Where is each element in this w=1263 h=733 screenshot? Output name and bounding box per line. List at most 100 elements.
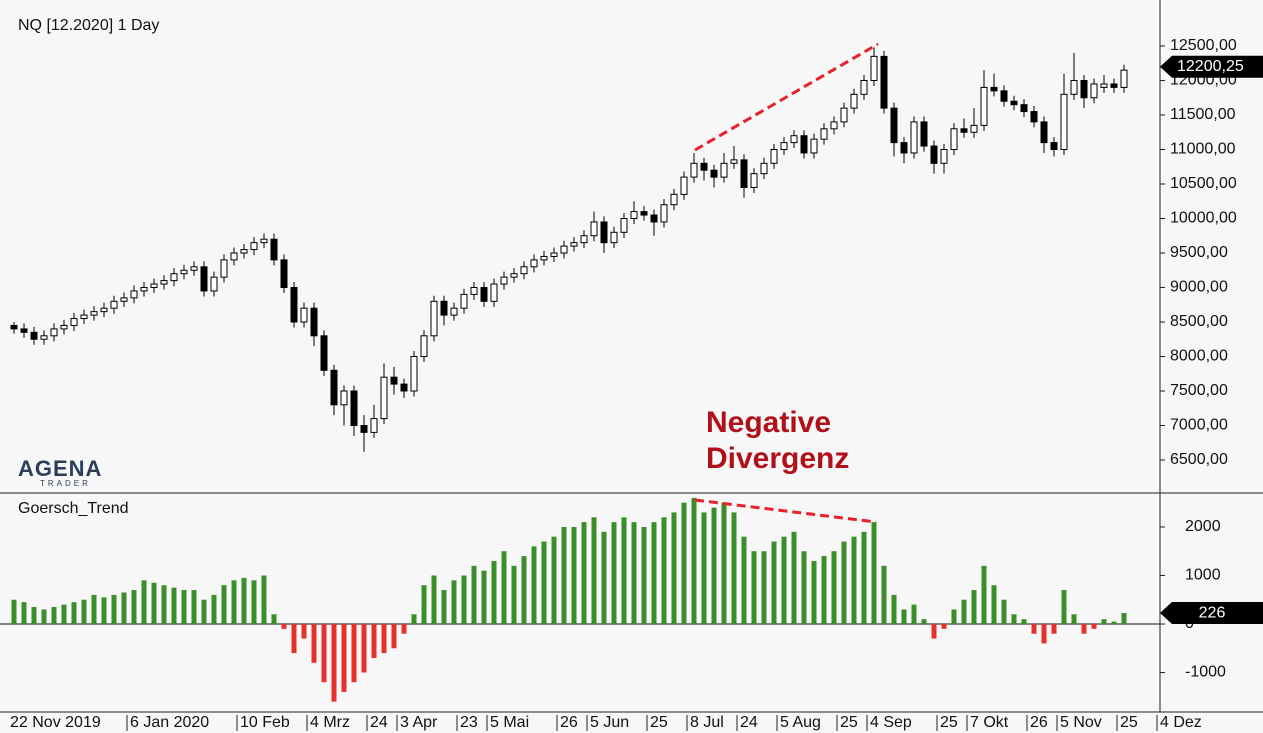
bar xyxy=(531,546,537,625)
candle-body xyxy=(130,290,138,299)
candle-body xyxy=(480,287,488,302)
bar xyxy=(1031,624,1037,634)
candle-body xyxy=(930,145,938,164)
bar xyxy=(591,517,597,625)
candle-body xyxy=(990,86,998,92)
bar xyxy=(361,624,367,673)
candle-body xyxy=(850,93,858,109)
x-tick-label: 5 Aug xyxy=(780,714,821,731)
candle-body xyxy=(430,300,438,337)
candle-body xyxy=(140,287,148,292)
candle-body xyxy=(110,300,118,309)
candle-body xyxy=(30,331,38,340)
candle-body xyxy=(1010,100,1018,106)
bar xyxy=(991,585,997,625)
bar xyxy=(1061,590,1067,625)
bar xyxy=(1081,624,1087,634)
bar xyxy=(601,531,607,625)
candle-body xyxy=(450,307,458,316)
candle-body xyxy=(180,269,188,275)
candle-body xyxy=(1020,104,1028,113)
bar xyxy=(1041,624,1047,644)
bar xyxy=(841,541,847,625)
candle-body xyxy=(760,162,768,175)
bar xyxy=(551,536,557,625)
candle-body xyxy=(390,376,398,385)
bar xyxy=(541,541,547,625)
bar xyxy=(141,580,147,625)
candle-body xyxy=(800,135,808,154)
bar xyxy=(91,594,97,625)
bar xyxy=(81,599,87,625)
candle-body xyxy=(50,328,58,337)
y-tick-label: 6500,00 xyxy=(1170,451,1228,468)
candle-body xyxy=(690,162,698,178)
candle-body xyxy=(860,80,868,95)
bar xyxy=(961,599,967,625)
candle-body xyxy=(1120,69,1128,88)
bar xyxy=(681,502,687,625)
annotation: Negative xyxy=(706,406,831,439)
bar xyxy=(901,609,907,625)
bar xyxy=(881,565,887,625)
candle-body xyxy=(840,107,848,123)
candle-body xyxy=(1110,83,1118,88)
y-tick-label: 7500,00 xyxy=(1170,382,1228,399)
bar xyxy=(831,551,837,625)
bar xyxy=(1071,614,1077,625)
bar xyxy=(761,551,767,625)
bar xyxy=(1121,613,1127,625)
candle-body xyxy=(470,287,478,295)
candle-body xyxy=(490,283,498,302)
candle-body xyxy=(1040,121,1048,144)
candle-body xyxy=(320,335,328,371)
bar xyxy=(281,624,287,629)
candle-body xyxy=(460,293,468,309)
bar xyxy=(941,624,947,629)
candle-body xyxy=(170,273,178,282)
x-tick-label: 4 Mrz xyxy=(310,714,350,731)
bar xyxy=(471,565,477,625)
bar xyxy=(651,522,657,625)
bar xyxy=(691,497,697,625)
candle-body xyxy=(1050,142,1058,151)
candle-body xyxy=(650,214,658,223)
bar xyxy=(271,614,277,625)
candle-body xyxy=(870,55,878,82)
x-tick-label: 22 Nov 2019 xyxy=(10,714,101,731)
candle-body xyxy=(70,318,78,326)
bar xyxy=(871,522,877,625)
candle-body xyxy=(80,314,88,320)
logo-sub: TRADER xyxy=(40,479,91,488)
bar xyxy=(671,512,677,625)
candle-body xyxy=(580,235,588,244)
bar xyxy=(481,570,487,625)
x-tick-label: 5 Jun xyxy=(590,714,629,731)
candle-body xyxy=(590,221,598,237)
bar xyxy=(231,580,237,625)
bar xyxy=(491,560,497,625)
candle-body xyxy=(260,238,268,244)
candle-body xyxy=(250,242,258,251)
bar xyxy=(511,565,517,625)
candle-body xyxy=(310,307,318,337)
bar xyxy=(731,512,737,625)
candle-body xyxy=(1080,80,1088,99)
bar xyxy=(571,526,577,625)
candle-body xyxy=(730,159,738,164)
bar xyxy=(781,536,787,625)
bar xyxy=(341,624,347,692)
x-tick-label: 24 xyxy=(740,714,758,731)
bar xyxy=(971,590,977,625)
candle-body xyxy=(420,335,428,357)
candle-body xyxy=(240,249,248,254)
candle-body xyxy=(820,128,828,140)
candle-body xyxy=(880,55,888,109)
bar xyxy=(131,590,137,625)
y-tick-label: 9000,00 xyxy=(1170,279,1228,296)
candle-body xyxy=(210,276,218,292)
bar xyxy=(171,587,177,625)
bar xyxy=(701,512,707,625)
candle-body xyxy=(150,283,158,289)
